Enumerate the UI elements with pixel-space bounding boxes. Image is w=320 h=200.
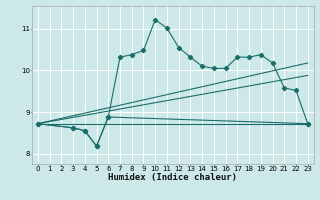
X-axis label: Humidex (Indice chaleur): Humidex (Indice chaleur)	[108, 173, 237, 182]
